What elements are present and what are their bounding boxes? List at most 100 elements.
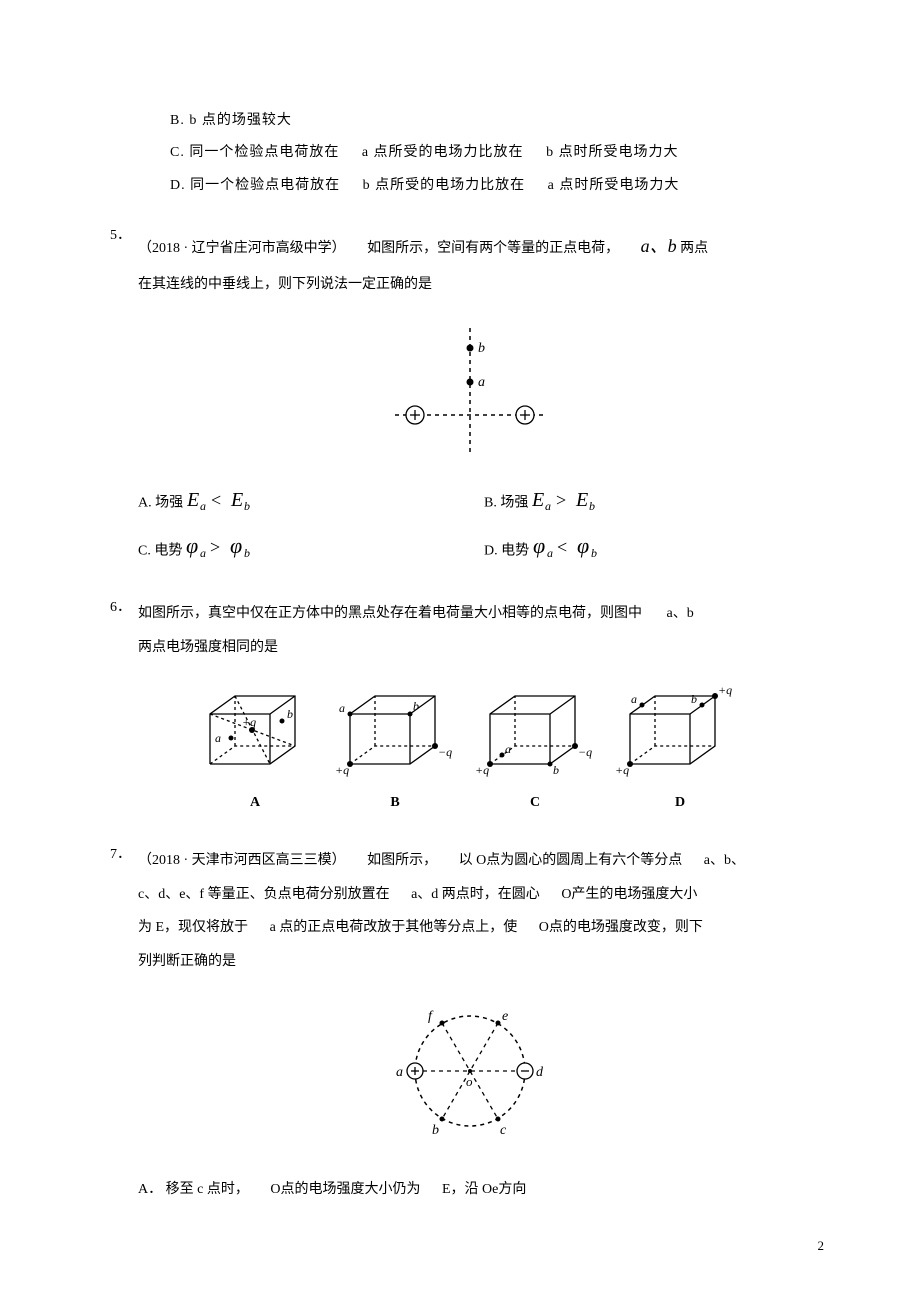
opt-label: D. [170,178,186,193]
q5-ab: a、b [641,236,677,256]
math-phia-lt-phib: φa < φb [533,533,609,569]
opt-pre: 电势 [501,543,533,558]
svg-text:<: < [211,490,221,510]
cube-b: +q −q a b B [335,684,455,814]
svg-text:a: a [505,742,511,756]
q7: 7． （2018 · 天津市河西区高三三模） 如图所示， 以 O点为圆心的圆周上… [110,844,830,1206]
q7-number: 7． [110,844,138,866]
svg-text:a: a [545,499,551,512]
opt-text: a 点时所受电场力大 [548,178,680,193]
q7-part: O点的电场强度改变，则下 [539,920,703,935]
q6-line2: 两点电场强度相同的是 [138,631,830,665]
svg-text:φ: φ [230,533,242,558]
math-ea-lt-eb: Ea < Eb [187,486,257,520]
q5-diagram: b a [380,320,560,460]
svg-text:b: b [589,499,595,512]
q7-line2: c、d、e、f 等量正、负点电荷分别放置在 a、d 两点时，在圆心 O产生的电场… [138,878,830,912]
q7-part: c、d、e、f 等量正、负点电荷分别放置在 [138,887,390,902]
svg-text:a: a [200,499,206,512]
page-number: 2 [110,1236,830,1257]
opt-label: B. [484,496,497,511]
opt-text: b 点所受的电场力比放在 [363,178,526,193]
q7-line3: 为 E，现仅将放于 a 点的正点电荷改放于其他等分点上，使 O点的电场强度改变，… [138,911,830,945]
svg-text:b: b [244,546,250,560]
cube-c: +q −q a b C [475,684,595,814]
q4-options: B. b 点的场强较大 C. 同一个检验点电荷放在 a 点所受的电场力比放在 b… [170,110,830,197]
opt-label: C. [138,543,151,558]
svg-text:+q: +q [242,715,256,729]
svg-text:f: f [428,1009,434,1024]
q5-stem: 5． （2018 · 辽宁省庄河市高级中学） 如图所示，空间有两个等量的正点电荷… [110,225,830,268]
opt-pre: 场强 [500,496,532,511]
q7-part: 为 E，现仅将放于 [138,920,248,935]
svg-text:>: > [210,537,220,557]
svg-text:a: a [478,375,485,390]
q4-option-b: B. b 点的场强较大 [170,110,830,132]
svg-text:b: b [413,699,419,713]
opt-pre: 电势 [154,543,186,558]
svg-text:E: E [230,489,243,511]
svg-text:b: b [244,499,250,512]
q6: 6． 如图所示，真空中仅在正方体中的黑点处存在着电荷量大小相等的点电荷，则图中 … [110,597,830,814]
opt-pre: 场强 [155,496,187,511]
cube-a-label: A [195,792,315,814]
svg-text:a: a [547,546,553,560]
q7-figure: a d b c e f o [110,996,830,1154]
svg-text:a: a [200,546,206,560]
svg-text:<: < [557,537,567,557]
svg-text:b: b [478,341,485,356]
q7-part: O产生的电场强度大小 [561,887,697,902]
cube-d-label: D [615,792,745,814]
page: B. b 点的场强较大 C. 同一个检验点电荷放在 a 点所受的电场力比放在 b… [0,0,920,1297]
svg-text:φ: φ [186,533,198,558]
math-ea-gt-eb: Ea > Eb [532,486,602,520]
opt-label: C. [170,145,185,160]
q7-text: （2018 · 天津市河西区高三三模） 如图所示， 以 O点为圆心的圆周上有六个… [138,844,830,878]
q6-part: 如图所示，真空中仅在正方体中的黑点处存在着电荷量大小相等的点电荷，则图中 [138,606,642,621]
svg-text:c: c [500,1123,507,1138]
q5-options-row2: C. 电势 φa > φb D. 电势 φa < φb [138,533,830,569]
q7-part: 以 O点为圆心的圆周上有六个等分点 [459,853,683,868]
svg-text:o: o [466,1074,473,1089]
q5-option-a: A. 场强 Ea < Eb [138,486,484,520]
q4-option-c: C. 同一个检验点电荷放在 a 点所受的电场力比放在 b 点时所受电场力大 [170,142,830,164]
q4-option-d: D. 同一个检验点电荷放在 b 点所受的电场力比放在 a 点时所受电场力大 [170,175,830,197]
opt-label: A. [138,496,152,511]
q6-figure-row: +q a b A [110,684,830,814]
math-phia-gt-phib: φa > φb [186,533,262,569]
q7-part: a 点的正点电荷改放于其他等分点上，使 [270,920,518,935]
svg-text:b: b [553,763,559,777]
cube-b-label: B [335,792,455,814]
q5-option-b: B. 场强 Ea > Eb [484,486,830,520]
svg-text:E: E [575,489,588,511]
q7-part: a、b、 [704,853,745,868]
opt-text: b 点的场强较大 [189,113,292,128]
svg-text:+q: +q [615,763,629,777]
opt-text: 同一个检验点电荷放在 [189,145,339,160]
q6-tail: a、b [667,606,694,621]
svg-text:b: b [287,707,293,721]
q5-part: （2018 · 辽宁省庄河市高级中学） [138,241,346,256]
opt-text: O点的电场强度大小仍为 [270,1182,420,1197]
q7-part: （2018 · 天津市河西区高三三模） [138,853,346,868]
svg-text:−q: −q [438,745,452,759]
opt-label: D. [484,543,498,558]
svg-text:φ: φ [533,533,545,558]
opt-text: a 点所受的电场力比放在 [362,145,524,160]
q7-option-a: A． 移至 c 点时， O点的电场强度大小仍为 E，沿 Oe方向 [138,1173,830,1207]
q5-line2: 在其连线的中垂线上，则下列说法一定正确的是 [138,268,830,302]
svg-text:e: e [502,1009,508,1024]
q7-part: 如图所示， [367,853,437,868]
svg-text:E: E [532,489,544,511]
q5: 5． （2018 · 辽宁省庄河市高级中学） 如图所示，空间有两个等量的正点电荷… [110,225,830,569]
svg-text:a: a [215,731,221,745]
svg-text:+q: +q [718,684,732,697]
opt-text: 同一个检验点电荷放在 [190,178,340,193]
q6-number: 6． [110,597,138,619]
svg-text:+q: +q [475,763,489,777]
q7-stem: 7． （2018 · 天津市河西区高三三模） 如图所示， 以 O点为圆心的圆周上… [110,844,830,878]
q5-option-d: D. 电势 φa < φb [484,533,830,569]
cube-a: +q a b A [195,684,315,814]
q5-figure: b a [110,320,830,468]
svg-text:b: b [432,1123,439,1138]
